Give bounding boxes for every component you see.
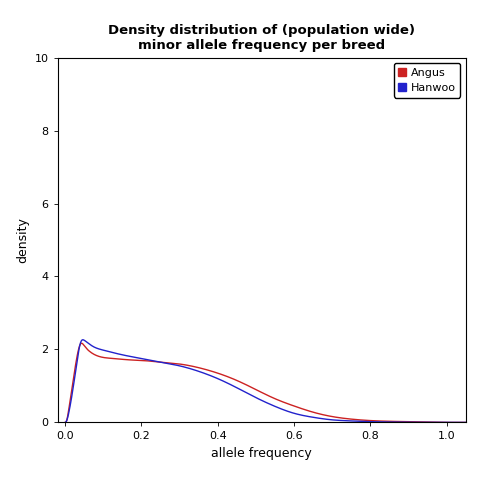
Legend: Angus, Hanwoo: Angus, Hanwoo [394,63,460,97]
Y-axis label: density: density [16,217,29,263]
X-axis label: allele frequency: allele frequency [211,447,312,460]
Title: Density distribution of (population wide)
minor allele frequency per breed: Density distribution of (population wide… [108,24,415,52]
